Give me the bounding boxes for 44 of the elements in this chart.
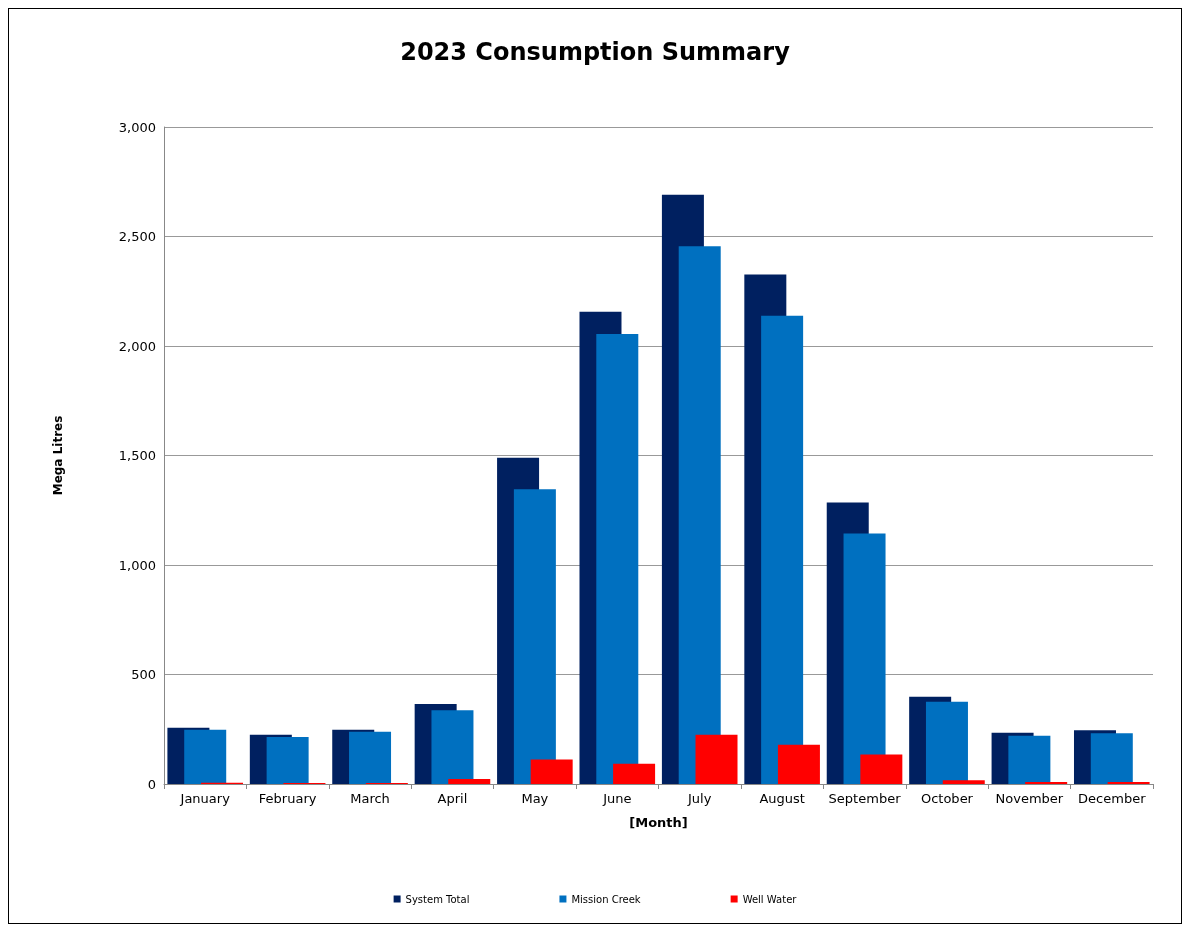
x-tick-label: July: [687, 791, 712, 806]
y-tick-label: 1,000: [118, 557, 156, 573]
y-tick-label: 2,000: [118, 338, 156, 354]
bar: [777, 744, 820, 784]
bar: [613, 763, 656, 784]
x-tick-label: January: [179, 791, 231, 806]
x-tick-label: October: [920, 791, 974, 806]
bar: [1008, 735, 1051, 784]
bar: [596, 333, 639, 784]
x-tick-label: March: [350, 791, 390, 806]
y-tick-label: 3,000: [118, 119, 156, 135]
x-tick-label: August: [759, 791, 805, 806]
x-tick-label: September: [828, 791, 902, 806]
y-tick-label: 500: [131, 667, 156, 682]
bar: [349, 731, 392, 784]
x-axis-title: [Month]: [629, 815, 688, 830]
bar: [448, 778, 491, 784]
bar: [1090, 733, 1133, 784]
legend-label: Mission Creek: [571, 893, 641, 905]
x-tick-label: June: [602, 791, 632, 806]
bar: [431, 710, 474, 784]
bar: [695, 734, 738, 784]
legend-label: Well Water: [742, 893, 798, 905]
bar: [942, 780, 985, 784]
bar: [925, 701, 968, 784]
y-tick-label: 2,500: [118, 229, 156, 244]
y-tick-label: 0: [147, 776, 156, 792]
bar: [678, 246, 721, 784]
bar: [266, 736, 309, 784]
x-tick-label: November: [995, 791, 1064, 806]
bar: [843, 533, 886, 784]
y-axis-title: Mega Litres: [51, 415, 65, 496]
chart-title: 2023 Consumption Summary: [400, 38, 791, 66]
x-tick-label: December: [1078, 791, 1147, 806]
x-tick-label: February: [258, 791, 317, 806]
bar: [513, 489, 556, 784]
x-tick-label: May: [521, 791, 549, 806]
bar: [761, 315, 804, 784]
bar: [860, 754, 903, 784]
bar: [184, 729, 227, 784]
legend-label: System Total: [405, 893, 470, 905]
x-tick-label: April: [437, 791, 468, 806]
bar: [530, 759, 573, 784]
y-tick-label: 1,500: [118, 448, 156, 463]
